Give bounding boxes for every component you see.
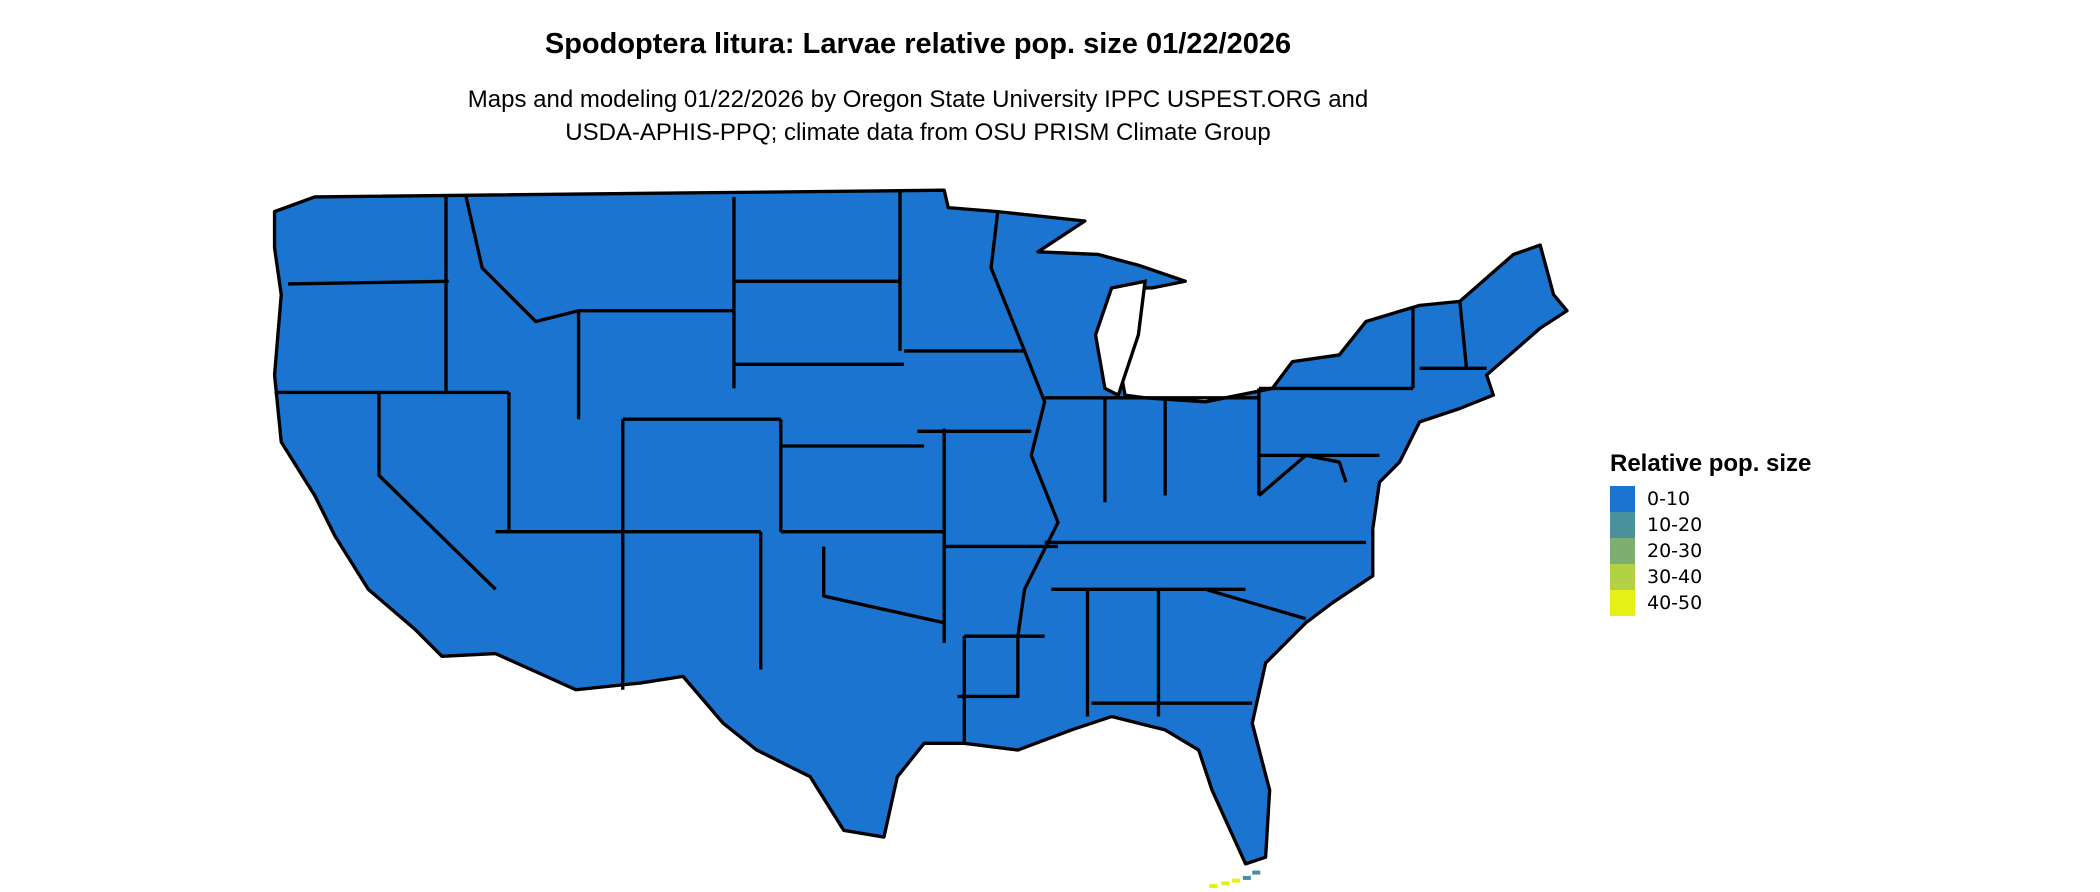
legend: Relative pop. size 0-10 10-20 20-30 30-4… [1610, 450, 1811, 616]
legend-item: 40-50 [1610, 590, 1811, 616]
lake-michigan [1093, 279, 1148, 398]
state-border [957, 636, 1020, 699]
florida-keys-hotspots [1209, 870, 1261, 888]
legend-swatch [1610, 538, 1635, 564]
legend-item: 10-20 [1610, 512, 1811, 538]
legend-label: 30-40 [1647, 566, 1703, 588]
legend-item: 0-10 [1610, 486, 1811, 512]
hotspot-mark [1209, 883, 1218, 888]
map-title: Spodoptera litura: Larvae relative pop. … [544, 28, 1292, 60]
state-border [287, 279, 449, 286]
legend-swatch [1610, 486, 1635, 512]
state-borders [274, 190, 1487, 744]
hotspot-mark [1242, 875, 1251, 880]
legend-swatch [1610, 512, 1635, 538]
legend-label: 20-30 [1647, 540, 1703, 562]
legend-label: 10-20 [1647, 514, 1703, 536]
legend-title: Relative pop. size [1610, 450, 1812, 477]
map-subtitle-line2: USDA-APHIS-PPQ; climate data from OSU PR… [565, 119, 1271, 146]
hotspot-mark [1232, 878, 1241, 883]
state-border [1016, 350, 1060, 637]
hotspot-mark [1221, 881, 1230, 886]
state-border [989, 211, 1027, 352]
state-border [1458, 301, 1469, 369]
hotspot-mark [1252, 870, 1261, 875]
map-subtitle-line1: Maps and modeling 01/22/2026 by Oregon S… [467, 86, 1369, 113]
legend-label: 0-10 [1647, 488, 1691, 510]
state-border [377, 392, 497, 591]
state-border [821, 546, 945, 625]
legend-label: 40-50 [1647, 592, 1703, 614]
state-border [1204, 587, 1307, 621]
state-border [464, 196, 579, 324]
legend-item: 20-30 [1610, 538, 1811, 564]
state-border [1257, 453, 1348, 497]
conus-outline [272, 188, 1569, 866]
legend-swatch [1610, 564, 1635, 590]
legend-swatch [1610, 590, 1635, 616]
legend-item: 30-40 [1610, 564, 1811, 590]
